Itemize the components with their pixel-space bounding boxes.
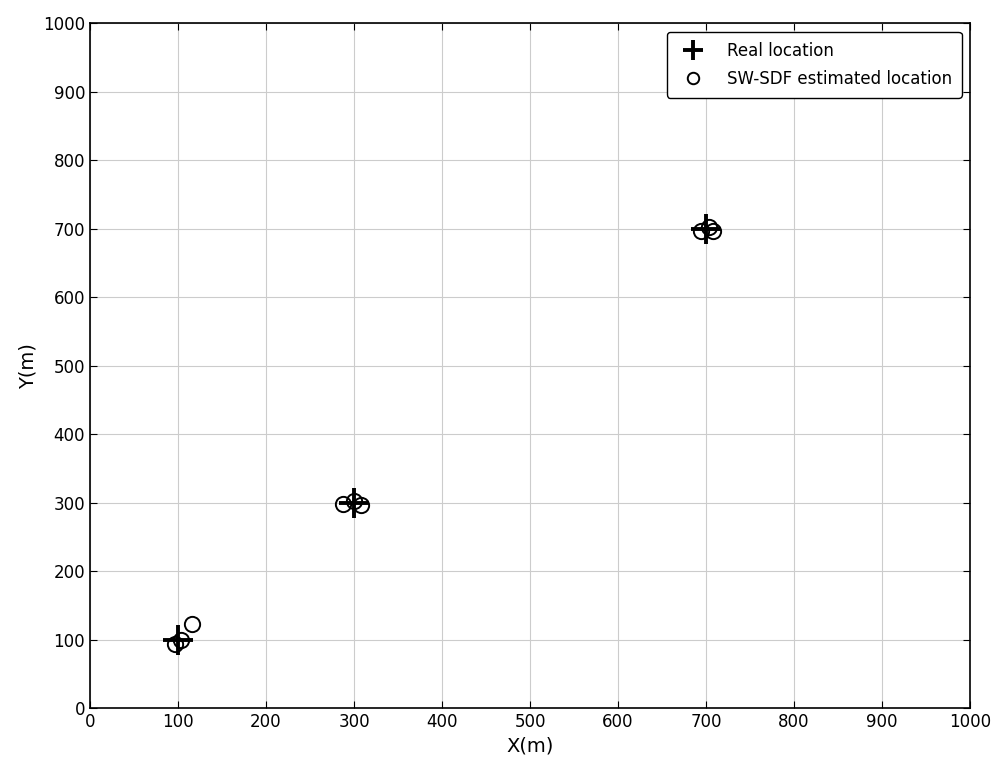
Legend: Real location, SW-SDF estimated location: Real location, SW-SDF estimated location xyxy=(667,32,962,98)
Y-axis label: Y(m): Y(m) xyxy=(18,343,37,388)
X-axis label: X(m): X(m) xyxy=(506,737,554,755)
